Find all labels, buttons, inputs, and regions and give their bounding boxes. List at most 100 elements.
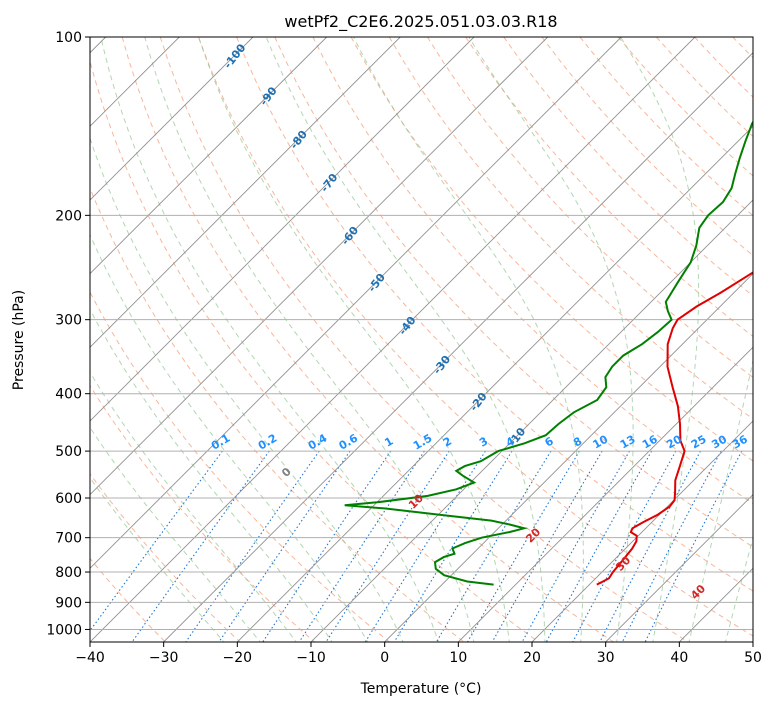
moist-adiabat-label: 40 bbox=[688, 582, 708, 602]
y-tick-label: 900 bbox=[55, 595, 82, 611]
isotherm-line bbox=[236, 125, 753, 642]
isotherm-line bbox=[752, 641, 753, 642]
dry-adiabat bbox=[236, 37, 753, 592]
mixing-ratio-line bbox=[599, 450, 701, 642]
background-lines bbox=[90, 37, 775, 644]
isotherm-line bbox=[90, 37, 622, 569]
temperature-profile bbox=[596, 271, 753, 586]
x-tick-label: −10 bbox=[296, 650, 326, 666]
mixing-ratio-label: 6 bbox=[543, 434, 556, 449]
mixing-ratio-label: 10 bbox=[591, 432, 611, 451]
mixing-ratio-line bbox=[325, 450, 450, 642]
y-tick-label: 1000 bbox=[46, 622, 82, 638]
axes: −40 −30 −20 −10 0 10 20 30 40 5010020030040050060… bbox=[46, 30, 762, 666]
dry-adiabat bbox=[388, 37, 753, 420]
dry-adiabat bbox=[771, 37, 775, 644]
y-tick-label: 800 bbox=[55, 565, 82, 581]
dry-adiabat bbox=[198, 37, 753, 637]
x-tick-label: 40 bbox=[670, 650, 688, 666]
y-tick-label: 200 bbox=[55, 208, 82, 224]
isotherm-line bbox=[678, 567, 753, 642]
moist-adiabat bbox=[144, 37, 475, 642]
moist-adiabat bbox=[90, 477, 225, 642]
isotherm-line bbox=[531, 420, 753, 642]
dry-adiabat bbox=[694, 37, 753, 98]
dewpoint-profile bbox=[344, 120, 753, 586]
isotherm-line bbox=[90, 37, 475, 422]
mixing-ratio-label: 13 bbox=[618, 433, 638, 452]
moist-adiabat-label: 30 bbox=[613, 553, 633, 573]
moist-adiabat bbox=[688, 358, 753, 642]
mixing-ratio-label: 25 bbox=[689, 433, 709, 452]
mixing-ratio-line bbox=[621, 450, 722, 642]
x-tick-label: −30 bbox=[149, 650, 179, 666]
dry-adiabat bbox=[656, 37, 753, 138]
grid-lines bbox=[90, 37, 753, 642]
mixing-ratio-line bbox=[262, 450, 392, 642]
isotherm-line bbox=[457, 346, 753, 642]
isotherm-line bbox=[90, 37, 696, 642]
dry-adiabat bbox=[90, 472, 241, 642]
isotherm-line bbox=[90, 37, 401, 348]
isotherm-line bbox=[90, 37, 549, 496]
x-tick-label: 50 bbox=[744, 650, 762, 666]
isotherm-line bbox=[383, 273, 753, 642]
moist-adiabat bbox=[100, 37, 440, 642]
moist-adiabat bbox=[468, 37, 634, 642]
moist-adiabat bbox=[353, 37, 584, 642]
dry-adiabat bbox=[541, 37, 753, 257]
mixing-ratio-label: 2 bbox=[441, 435, 454, 450]
dry-adiabat bbox=[121, 37, 615, 642]
moist-adiabat-label: 0 bbox=[279, 465, 294, 480]
dry-adiabat bbox=[90, 59, 540, 642]
x-tick-label: 0 bbox=[380, 650, 389, 666]
mixing-ratio-line bbox=[393, 450, 513, 642]
dry-adiabat bbox=[426, 37, 753, 378]
mixing-ratio-label: 1.5 bbox=[411, 432, 434, 453]
dry-adiabat bbox=[312, 37, 753, 505]
x-tick-label: −20 bbox=[223, 650, 253, 666]
dry-adiabat bbox=[274, 37, 753, 548]
y-tick-label: 700 bbox=[55, 531, 82, 547]
mixing-ratio-line bbox=[644, 450, 743, 642]
plot-frame bbox=[89, 36, 754, 643]
dry-adiabat bbox=[90, 384, 316, 642]
mixing-ratio-line bbox=[364, 450, 486, 642]
isotherm-line bbox=[310, 199, 753, 642]
moist-adiabat bbox=[90, 233, 369, 642]
moist-adiabat bbox=[90, 371, 297, 642]
y-tick-label: 500 bbox=[55, 444, 82, 460]
y-tick-label: 400 bbox=[55, 387, 82, 403]
mixing-ratio-line bbox=[466, 450, 580, 642]
y-tick-label: 100 bbox=[55, 30, 82, 46]
moist-adiabat bbox=[90, 136, 404, 642]
x-tick-label: 10 bbox=[449, 650, 467, 666]
mixing-ratio-label: 8 bbox=[571, 435, 584, 450]
mixing-ratio-line bbox=[572, 450, 677, 642]
moist-adiabat bbox=[198, 37, 510, 642]
sounding-series bbox=[344, 120, 753, 586]
dry-adiabat-label: -30 bbox=[431, 353, 454, 377]
moist-adiabat bbox=[90, 308, 333, 642]
mixing-ratio-label: 3 bbox=[477, 435, 490, 450]
x-tick-label: 20 bbox=[523, 650, 541, 666]
dry-adiabat-label: -80 bbox=[287, 128, 310, 152]
chart-title: wetPf2_C2E6.2025.051.03.03.R18 bbox=[284, 12, 557, 32]
x-axis-label: Temperature (°C) bbox=[360, 681, 482, 697]
isotherm-line bbox=[90, 37, 254, 201]
mixing-ratio-label: 1 bbox=[382, 435, 395, 450]
isotherm-line bbox=[604, 493, 753, 642]
dry-adiabat bbox=[350, 37, 753, 462]
dry-adiabat bbox=[732, 37, 753, 59]
moist-adiabat bbox=[90, 426, 261, 642]
isotherm-line bbox=[162, 52, 753, 642]
moist-adiabat bbox=[265, 37, 546, 642]
dry-adiabat-label: -50 bbox=[365, 271, 388, 295]
mixing-ratio-label: 30 bbox=[709, 432, 729, 451]
mixing-ratio-line bbox=[298, 450, 425, 642]
isotherm-line bbox=[90, 37, 328, 275]
mixing-ratio-line bbox=[218, 450, 351, 642]
mixing-ratio-label: 0.4 bbox=[306, 431, 330, 452]
mixing-ratio-line bbox=[131, 450, 270, 642]
